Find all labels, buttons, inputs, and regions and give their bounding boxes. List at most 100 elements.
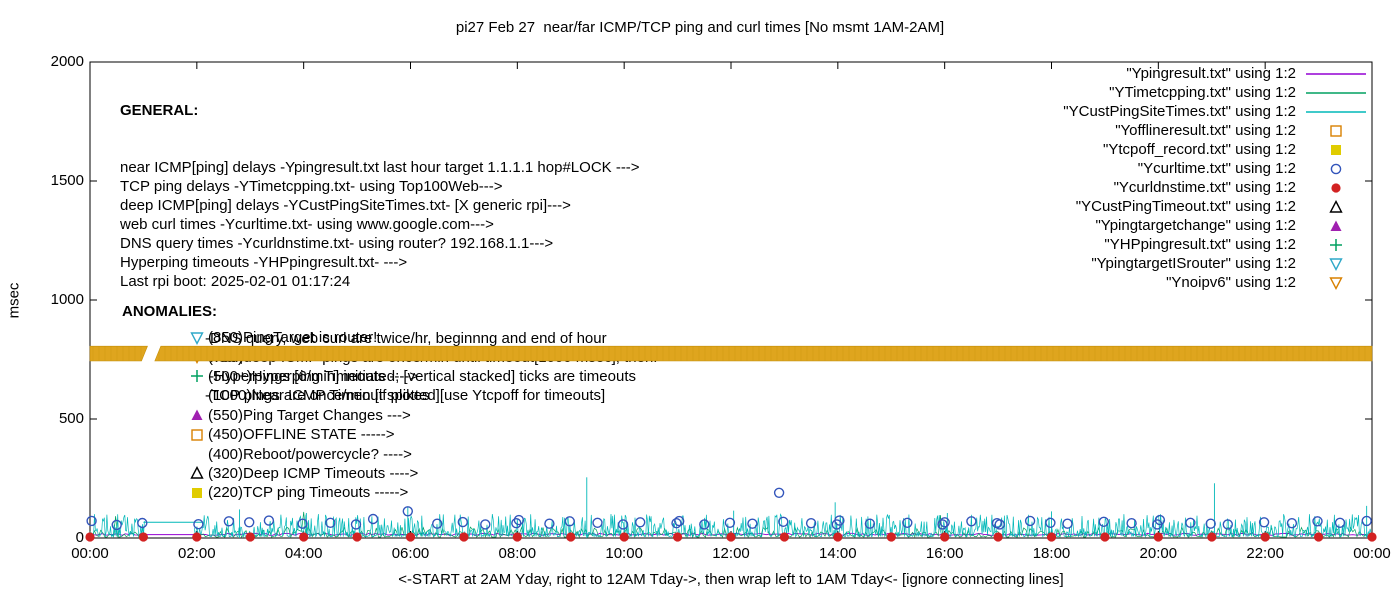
y-tick-label: 2000 [50, 53, 84, 70]
anomaly-label: (1000)Near ICMP Timeout spikes [208, 387, 430, 405]
general-line: deep ICMP[ping] delays -YCustPingSiteTim… [120, 197, 571, 214]
anomalies-heading: ANOMALIES: [122, 303, 217, 320]
legend-item: "Yofflineresult.txt" using 1:2 [1063, 121, 1372, 140]
tri-down-open-legend-sample-icon [1329, 276, 1343, 290]
legend-item: "Ypingtargetchange" using 1:2 [1063, 216, 1372, 235]
series-gap-connector-lines [143, 521, 204, 536]
y-tick-label: 500 [58, 410, 84, 427]
square-open-marker-icon [191, 428, 203, 441]
tri-down-open-marker-icon [190, 331, 204, 345]
x-tick-label: 16:00 [925, 545, 964, 562]
plus-marker-icon [191, 370, 203, 383]
legend-item-label: "Ytcpoff_record.txt" using 1:2 [1103, 141, 1296, 158]
anomaly-label: (220)TCP ping Timeouts -----> [208, 484, 409, 502]
x-tick-label: 02:00 [178, 545, 216, 562]
tri-down-open-marker-icon [190, 351, 204, 365]
anomaly-label: (400)Reboot/powercycle? ----> [208, 445, 412, 463]
legend-item-label: "Yofflineresult.txt" using 1:2 [1115, 122, 1296, 139]
anomaly-item: (450)OFFLINE STATE -----> [189, 425, 429, 444]
anomaly-item: (550)Ping Target Changes ---> [189, 406, 429, 425]
x-tick-label: 06:00 [391, 545, 430, 562]
plus-legend-sample-icon [1330, 238, 1342, 251]
legend-item-label: "Ycurltime.txt" using 1:2 [1137, 160, 1296, 177]
tri-up-open-legend-sample-icon [1329, 199, 1343, 213]
chart-title: pi27 Feb 27 near/far ICMP/TCP ping and c… [455, 19, 945, 36]
legend-item-label: "YTimetcpping.txt" using 1:2 [1109, 84, 1296, 101]
legend-item-label: "YCustPingSiteTimes.txt" using 1:2 [1063, 103, 1296, 120]
anomaly-label: (320)Deep ICMP Timeouts ----> [208, 464, 419, 482]
general-line: DNS query times -Ycurldnstime.txt- using… [120, 235, 554, 252]
general-heading: GENERAL: [120, 102, 199, 119]
line-legend-sample-icon [1306, 91, 1366, 94]
circle-filled-legend-sample-icon [1331, 182, 1341, 193]
square-filled-marker-icon [192, 487, 202, 498]
anomaly-item: (850)PingTarget is router! [189, 328, 429, 347]
x-tick-label: 00:00 [71, 545, 109, 562]
x-tick-label: 10:00 [605, 545, 643, 562]
anomaly-item: (220)TCP ping Timeouts -----> [189, 483, 429, 502]
tri-up-filled-marker-icon [191, 409, 203, 421]
x-tick-label: 22:00 [1246, 545, 1284, 562]
general-lines: near ICMP[ping] delays -Ypingresult.txt … [120, 158, 657, 291]
general-line: web curl times -Ycurltime.txt- using www… [120, 216, 494, 233]
general-line: near ICMP[ping] delays -Ypingresult.txt … [120, 159, 640, 176]
legend-item-label: "Ypingresult.txt" using 1:2 [1126, 65, 1296, 82]
legend-item-label: "Ynoipv6" using 1:2 [1166, 274, 1296, 291]
legend-item-label: "Ycurldnstime.txt" using 1:2 [1113, 179, 1296, 196]
general-line: TCP ping delays -YTimetcpping.txt- using… [120, 178, 503, 195]
anomaly-label: (450)OFFLINE STATE -----> [208, 426, 395, 444]
legend-item-label: "YpingtargetISrouter" using 1:2 [1091, 255, 1296, 272]
y-tick-label: 1000 [50, 291, 84, 308]
legend-item-label: "Ypingtargetchange" using 1:2 [1095, 217, 1296, 234]
legend-item-label: "YCustPingTimeout.txt" using 1:2 [1075, 198, 1296, 215]
y-tick-label: 1500 [50, 172, 84, 189]
x-tick-label: 14:00 [819, 545, 857, 562]
no-marker [189, 388, 206, 404]
series-Ycurldnstime-dns [85, 532, 1377, 542]
y-tick-label: 0 [75, 529, 84, 546]
no-marker [189, 446, 206, 462]
legend-item: "YCustPingTimeout.txt" using 1:2 [1063, 197, 1372, 216]
tri-down-open-legend-sample-icon [1329, 257, 1343, 271]
square-open-legend-sample-icon [1330, 124, 1342, 137]
legend-item: "YHPpingresult.txt" using 1:2 [1063, 235, 1372, 254]
series-Ypingresult-near-icmp [89, 532, 1373, 536]
anomaly-label: (735) [208, 348, 244, 366]
circle-open-legend-sample-icon [1330, 163, 1342, 174]
anomaly-label: (500+)Hyperping Timeouts ----> [208, 367, 419, 385]
legend-item: "Ycurldnstime.txt" using 1:2 [1063, 178, 1372, 197]
anomaly-item: (500+)Hyperping Timeouts ----> [189, 367, 429, 386]
legend-item: "Ycurltime.txt" using 1:2 [1063, 159, 1372, 178]
line-legend-sample-icon [1306, 72, 1366, 75]
x-tick-label: 20:00 [1139, 545, 1178, 562]
legend-item: "YCustPingSiteTimes.txt" using 1:2 [1063, 102, 1372, 121]
anomaly-item: (400)Reboot/powercycle? ----> [189, 444, 429, 463]
general-line: Last rpi boot: 2025-02-01 01:17:24 [120, 273, 351, 290]
square-filled-legend-sample-icon [1331, 144, 1341, 155]
anomalies-block: (850)PingTarget is router! (735) (500+)Hyp… [189, 328, 429, 503]
x-tick-label: 00:00 [1353, 545, 1391, 562]
anomaly-item: (320)Deep ICMP Timeouts ----> [189, 464, 429, 483]
legend: "Ypingresult.txt" using 1:2 "YTimetcpping… [1063, 64, 1372, 292]
tri-up-filled-legend-sample-icon [1330, 220, 1342, 231]
legend-item: "Ynoipv6" using 1:2 [1063, 273, 1372, 292]
x-axis-label: <-START at 2AM Yday, right to 12AM Tday-… [398, 571, 1064, 588]
series-YTimetcpping-tcp-ping [89, 511, 1373, 539]
x-tick-label: 04:00 [284, 545, 323, 562]
x-tick-label: 18:00 [1032, 545, 1071, 562]
anomaly-label: (850)PingTarget is router! [208, 329, 378, 347]
series-YCustPingSiteTimes-deep-icmp [89, 513, 1373, 538]
x-tick-label: 12:00 [712, 545, 750, 562]
anomaly-item: (1000)Near ICMP Timeout spikes [189, 386, 429, 405]
anomaly-label: (550)Ping Target Changes ---> [208, 406, 411, 424]
legend-item: "YpingtargetISrouter" using 1:2 [1063, 254, 1372, 273]
legend-item: "Ypingresult.txt" using 1:2 [1063, 64, 1372, 83]
general-line: Hyperping timeouts -YHPpingresult.txt- -… [120, 254, 408, 271]
legend-item: "YTimetcpping.txt" using 1:2 [1063, 83, 1372, 102]
legend-item: "Ytcpoff_record.txt" using 1:2 [1063, 140, 1372, 159]
anomaly-item: (735) [189, 347, 429, 366]
x-tick-label: 08:00 [498, 545, 537, 562]
legend-item-label: "YHPpingresult.txt" using 1:2 [1104, 236, 1296, 253]
tri-up-open-marker-icon [190, 466, 204, 480]
